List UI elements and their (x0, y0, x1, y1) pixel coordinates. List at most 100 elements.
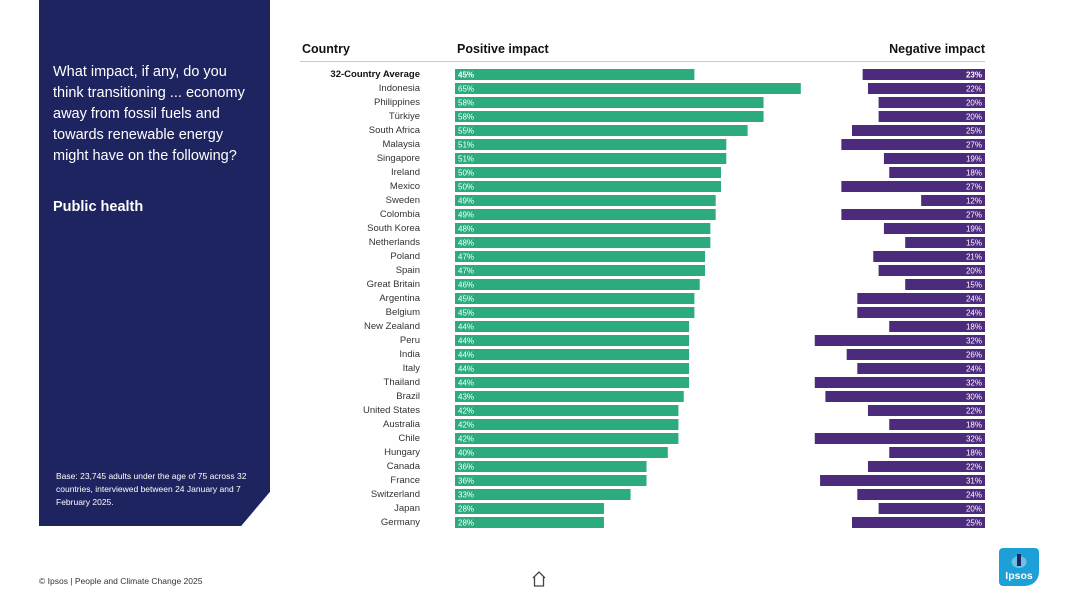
home-icon[interactable] (531, 570, 547, 588)
country-label: United States (363, 405, 420, 416)
positive-value-label: 45% (458, 295, 474, 304)
positive-bar (455, 503, 604, 514)
positive-bar (455, 125, 748, 136)
positive-value-label: 47% (458, 267, 474, 276)
negative-bar (889, 419, 985, 430)
positive-value-label: 50% (458, 183, 474, 192)
positive-value-label: 44% (458, 351, 474, 360)
negative-value-label: 27% (966, 183, 982, 192)
negative-value-label: 25% (966, 127, 982, 136)
negative-value-label: 24% (966, 309, 982, 318)
country-label: Ireland (391, 167, 420, 178)
positive-value-label: 33% (458, 491, 474, 500)
positive-value-label: 36% (458, 463, 474, 472)
negative-bar (867, 461, 985, 472)
negative-bar (878, 265, 985, 276)
negative-bar (857, 307, 985, 318)
logo-text: Ipsos (1005, 570, 1033, 582)
negative-bar (878, 111, 985, 122)
negative-value-label: 19% (966, 155, 982, 164)
country-label: Great Britain (367, 279, 420, 290)
negative-value-label: 22% (966, 463, 982, 472)
positive-bar (455, 167, 721, 178)
positive-value-label: 65% (458, 85, 474, 94)
negative-value-label: 25% (966, 519, 982, 528)
positive-value-label: 44% (458, 365, 474, 374)
negative-value-label: 20% (966, 505, 982, 514)
sidebar-panel: What impact, if any, do you think transi… (39, 0, 270, 526)
positive-bar (455, 97, 764, 108)
positive-value-label: 44% (458, 323, 474, 332)
positive-bar (455, 223, 711, 234)
negative-bar (889, 447, 985, 458)
negative-bar (867, 405, 985, 416)
negative-bar (841, 209, 985, 220)
header-divider (300, 61, 985, 62)
negative-value-label: 27% (966, 211, 982, 220)
positive-value-label: 49% (458, 197, 474, 206)
positive-bar (455, 195, 716, 206)
negative-value-label: 24% (966, 491, 982, 500)
negative-bar (814, 335, 985, 346)
positive-bar (455, 405, 679, 416)
country-label: South Africa (369, 125, 421, 136)
country-label: 32-Country Average (330, 69, 420, 80)
positive-value-label: 50% (458, 169, 474, 178)
positive-bar (455, 237, 711, 248)
positive-value-label: 48% (458, 239, 474, 248)
positive-bar (455, 153, 727, 164)
negative-bar (889, 321, 985, 332)
logo-mark-icon (1011, 554, 1027, 568)
positive-bar (455, 69, 695, 80)
positive-bar (455, 363, 690, 374)
negative-bar (873, 251, 985, 262)
positive-bar (455, 489, 631, 500)
country-label: South Korea (367, 223, 421, 234)
country-label: Spain (396, 265, 420, 276)
negative-bar (878, 97, 985, 108)
negative-value-label: 24% (966, 365, 982, 374)
country-label: Hungary (384, 447, 420, 458)
negative-value-label: 22% (966, 407, 982, 416)
country-label: Indonesia (379, 83, 421, 94)
positive-value-label: 42% (458, 421, 474, 430)
negative-value-label: 21% (966, 253, 982, 262)
positive-value-label: 51% (458, 141, 474, 150)
negative-bar (820, 475, 985, 486)
chart-subtitle: Public health (53, 199, 144, 215)
negative-value-label: 19% (966, 225, 982, 234)
country-label: Singapore (377, 153, 420, 164)
positive-value-label: 49% (458, 211, 474, 220)
country-label: Chile (398, 433, 420, 444)
negative-value-label: 20% (966, 267, 982, 276)
country-label: India (399, 349, 420, 360)
positive-value-label: 48% (458, 225, 474, 234)
positive-bar (455, 377, 690, 388)
country-label: Mexico (390, 181, 420, 192)
country-column-header: Country (302, 42, 350, 56)
country-label: New Zealand (364, 321, 420, 332)
positive-value-label: 55% (458, 127, 474, 136)
positive-bar (455, 335, 690, 346)
negative-value-label: 12% (966, 197, 982, 206)
positive-column-header: Positive impact (457, 42, 549, 56)
negative-column-header: Negative impact (889, 42, 985, 56)
positive-bar (455, 181, 721, 192)
negative-value-label: 32% (966, 379, 982, 388)
positive-value-label: 45% (458, 71, 474, 80)
positive-value-label: 36% (458, 477, 474, 486)
country-label: Netherlands (369, 237, 420, 248)
negative-value-label: 31% (966, 477, 982, 486)
positive-bar (455, 321, 690, 332)
country-label: France (390, 475, 420, 486)
negative-bar (883, 153, 985, 164)
positive-value-label: 28% (458, 505, 474, 514)
negative-bar (905, 237, 985, 248)
negative-bar (921, 195, 985, 206)
negative-value-label: 24% (966, 295, 982, 304)
positive-bar (455, 251, 706, 262)
negative-value-label: 15% (966, 239, 982, 248)
negative-value-label: 15% (966, 281, 982, 290)
country-label: Colombia (380, 209, 421, 220)
